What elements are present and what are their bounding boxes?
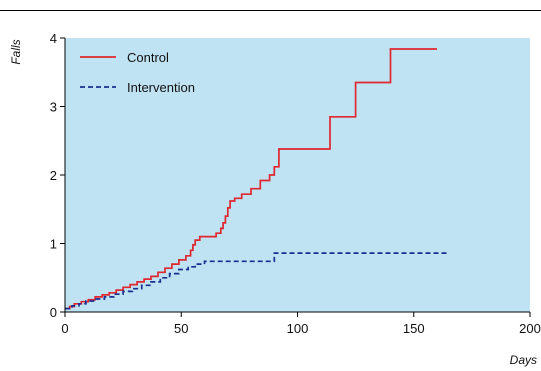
plot-background — [65, 38, 530, 312]
top-rule — [0, 10, 541, 11]
x-tick-label: 200 — [519, 321, 541, 336]
x-axis-title: Days — [510, 353, 537, 367]
x-tick-label: 150 — [403, 321, 425, 336]
legend-label-intervention: Intervention — [127, 80, 195, 95]
legend-label-control: Control — [127, 50, 169, 65]
series-line-intervention — [65, 252, 449, 310]
y-axis-title: Falls — [9, 39, 23, 64]
legend: Control Intervention — [80, 50, 195, 95]
x-tick-label: 0 — [61, 321, 68, 336]
y-tick-label: 0 — [50, 305, 57, 320]
y-tick-label: 4 — [50, 31, 57, 46]
y-tick-label: 2 — [50, 168, 57, 183]
x-tick-label: 50 — [174, 321, 188, 336]
y-tick-label: 3 — [50, 100, 57, 115]
series-line-control — [65, 48, 437, 310]
x-tick-label: 100 — [287, 321, 309, 336]
y-tick-label: 1 — [50, 237, 57, 252]
